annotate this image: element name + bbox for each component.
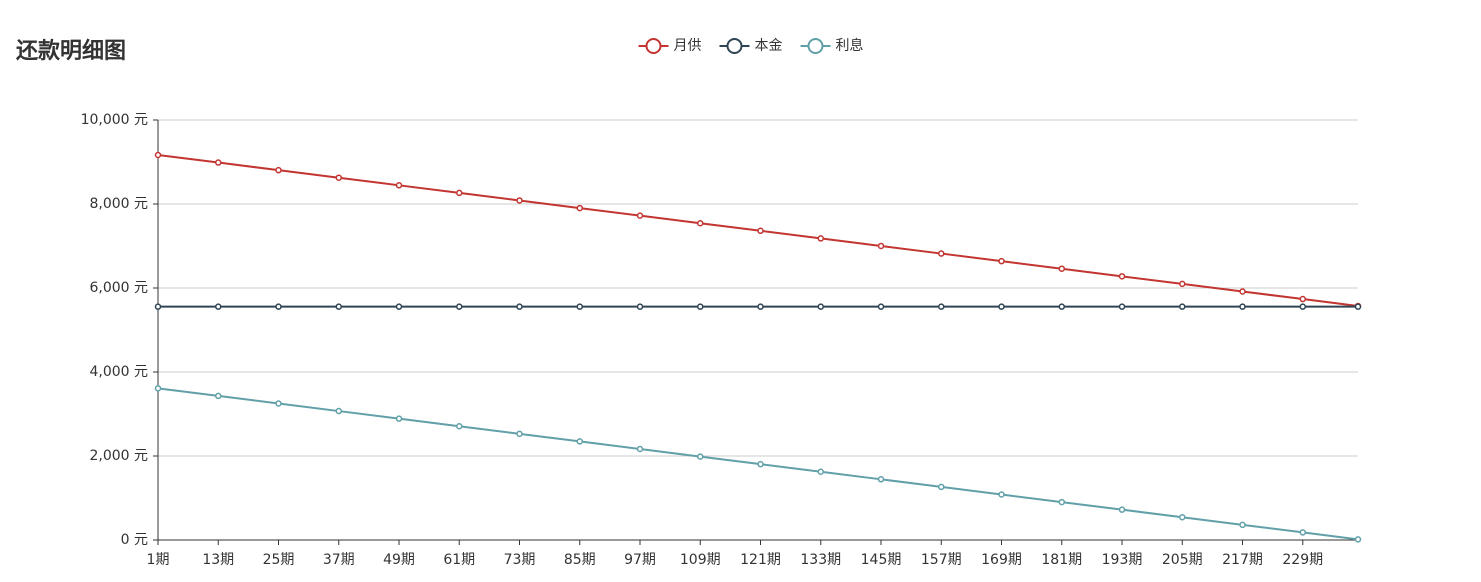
x-tick-label: 13期 — [202, 552, 234, 568]
point — [938, 483, 945, 491]
point — [215, 159, 222, 166]
point — [1299, 529, 1307, 536]
point — [335, 174, 343, 181]
point — [1058, 498, 1066, 506]
point — [154, 303, 162, 310]
point — [275, 303, 282, 310]
point — [1118, 506, 1126, 513]
legend-label: 本金 — [755, 38, 783, 54]
y-tick-label: 0 元 — [121, 532, 148, 548]
point — [1239, 288, 1246, 295]
point — [456, 189, 463, 197]
legend-item: 利息 — [800, 37, 864, 54]
point — [1354, 536, 1362, 543]
x-tick-label: 73期 — [504, 552, 536, 568]
y-tick-label: 8,000 元 — [89, 196, 148, 212]
point — [636, 303, 644, 310]
x-tick-label: 49期 — [383, 552, 415, 568]
point — [154, 151, 162, 159]
x-tick-label: 61期 — [443, 552, 475, 568]
point — [757, 460, 764, 468]
point — [697, 219, 704, 227]
point — [335, 303, 343, 310]
y-tick-label: 4,000 元 — [89, 364, 148, 380]
point — [456, 303, 463, 310]
point — [1179, 513, 1186, 521]
point — [877, 242, 885, 250]
point — [1058, 265, 1066, 272]
point — [275, 400, 282, 407]
x-tick-label: 181期 — [1041, 552, 1082, 568]
point — [275, 166, 282, 174]
point — [817, 235, 825, 242]
legend-symbol — [726, 38, 743, 54]
y-tick-label: 10,000 元 — [81, 112, 148, 128]
point — [636, 212, 644, 219]
x-tick-label: 157期 — [921, 552, 962, 568]
point — [877, 303, 885, 310]
point — [697, 453, 704, 460]
point — [998, 257, 1005, 265]
point — [395, 415, 403, 422]
point — [1118, 303, 1126, 310]
point — [938, 303, 945, 310]
point — [154, 385, 162, 392]
point — [938, 250, 945, 257]
point — [1239, 303, 1246, 310]
point — [1299, 295, 1307, 303]
point — [1299, 303, 1307, 310]
point — [1179, 303, 1186, 310]
point — [335, 407, 343, 415]
point — [516, 303, 523, 310]
legend-label: 月供 — [674, 38, 702, 54]
x-tick-label: 229期 — [1282, 552, 1323, 568]
y-tick-label: 6,000 元 — [89, 280, 148, 296]
point — [877, 476, 885, 483]
y-tick-label: 2,000 元 — [89, 448, 148, 464]
point — [1118, 273, 1126, 280]
x-tick-label: 205期 — [1162, 552, 1203, 568]
legend-item: 月供 — [638, 38, 702, 54]
point — [998, 303, 1005, 310]
legend-label: 利息 — [836, 37, 864, 54]
legend-symbol — [645, 38, 662, 54]
point — [215, 392, 222, 400]
point — [697, 303, 704, 310]
point — [757, 227, 764, 235]
x-tick-label: 133期 — [800, 552, 841, 568]
point — [636, 445, 644, 453]
point — [757, 303, 764, 310]
point — [576, 303, 584, 310]
point — [817, 303, 825, 310]
x-tick-label: 169期 — [981, 552, 1022, 568]
point — [215, 303, 222, 310]
point — [576, 438, 584, 445]
x-tick-label: 145期 — [861, 552, 902, 568]
x-tick-label: 37期 — [323, 552, 355, 568]
point — [395, 182, 403, 189]
legend-symbol — [807, 38, 824, 54]
x-tick-label: 1期 — [147, 552, 170, 568]
point — [456, 423, 463, 430]
x-tick-label: 97期 — [624, 552, 656, 568]
point — [817, 468, 825, 475]
point — [1354, 303, 1362, 310]
point — [516, 430, 523, 438]
x-tick-label: 193期 — [1102, 552, 1143, 568]
point — [516, 197, 523, 204]
chart-title: 还款明细图 — [15, 38, 126, 64]
x-tick-label: 121期 — [740, 552, 781, 568]
point — [998, 491, 1005, 498]
point — [1179, 280, 1186, 288]
point — [576, 204, 584, 212]
point — [1058, 303, 1066, 310]
legend-item: 本金 — [719, 38, 783, 54]
x-tick-label: 85期 — [564, 552, 596, 568]
x-tick-label: 109期 — [680, 552, 721, 568]
x-tick-label: 25期 — [263, 552, 295, 568]
point — [395, 303, 403, 310]
point — [1239, 521, 1246, 529]
x-tick-label: 217期 — [1222, 552, 1263, 568]
